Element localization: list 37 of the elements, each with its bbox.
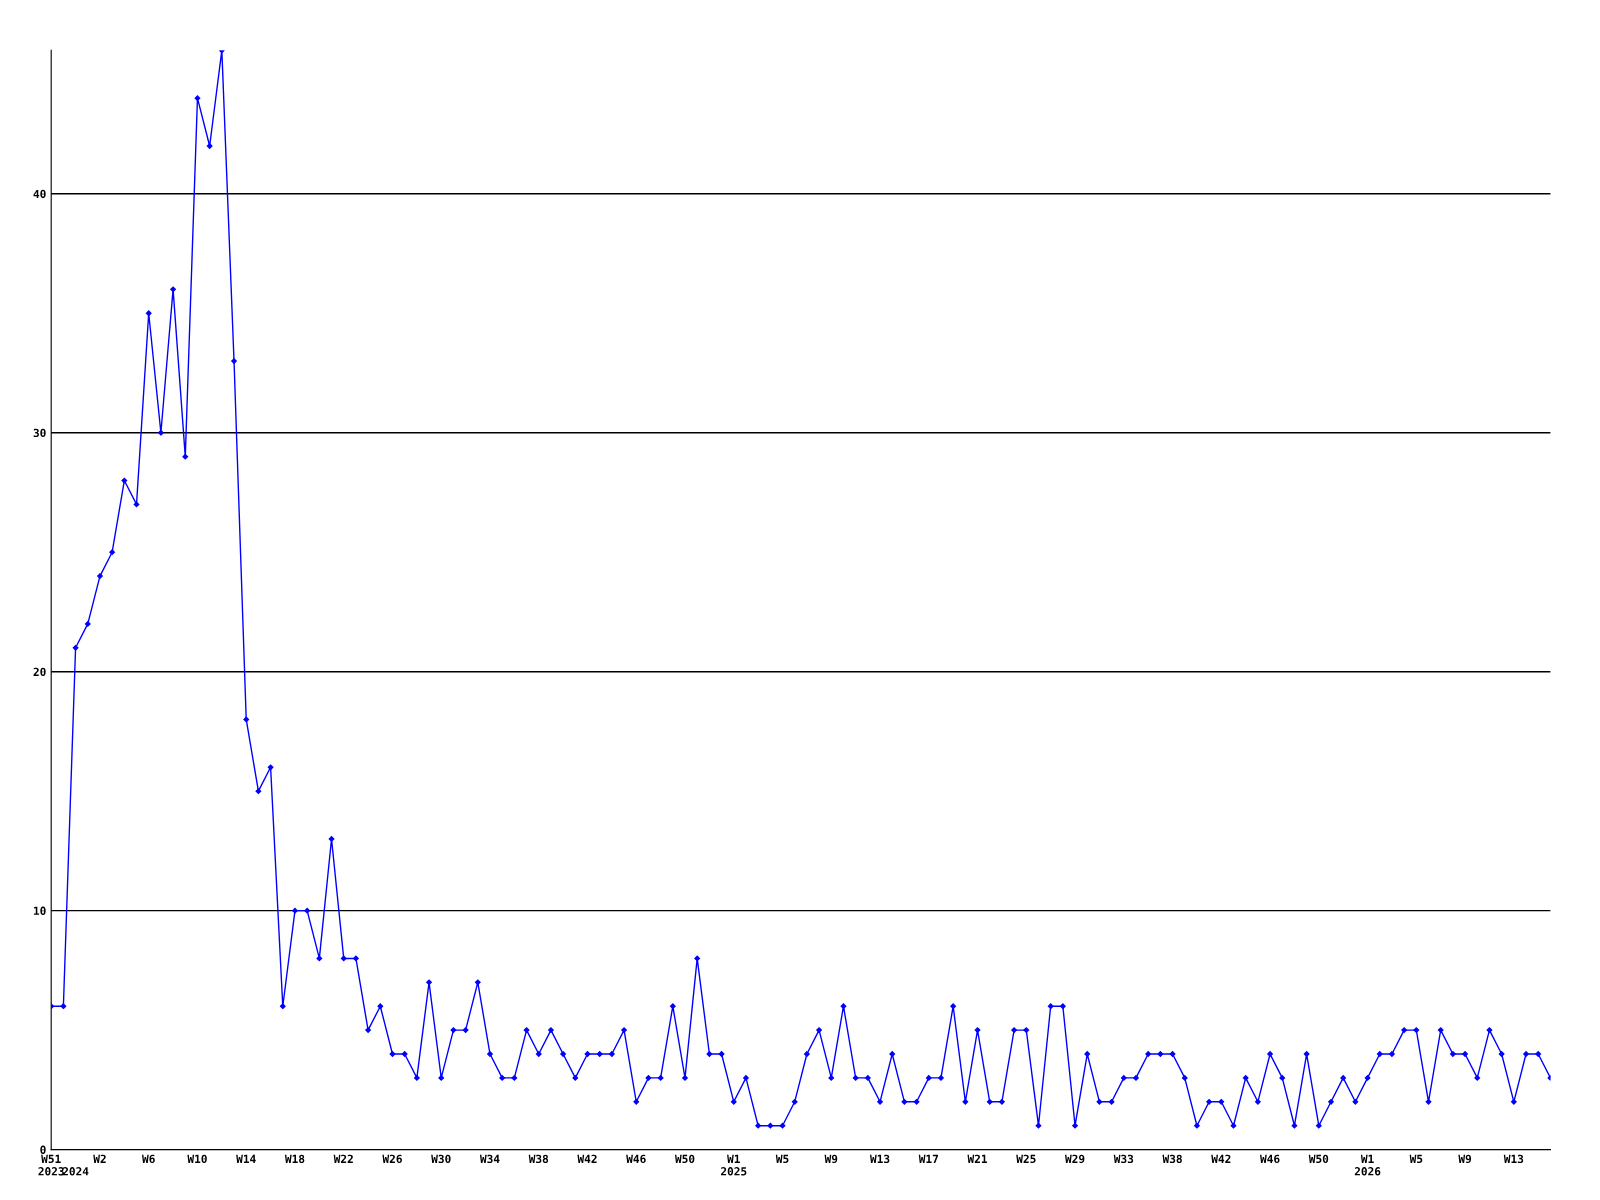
x-tick-label: W33 [1113,1154,1134,1164]
x-tick-label: W18 [284,1154,305,1164]
x-tick-label: W50 [674,1154,695,1164]
x-tick-label: 2024 [62,1167,89,1176]
x-tick-label: W21 [967,1154,988,1163]
x-tick-label: W30 [431,1154,451,1164]
x-tick-label: W14 [236,1154,256,1163]
x-tick-label: W1 2025 [721,1154,747,1176]
x-tick-label: W5 [775,1154,789,1164]
x-tick-label: W42 [577,1154,597,1163]
x-tick-label: W38 [528,1154,549,1164]
x-tick-label: W5 [1409,1154,1423,1164]
x-tick-label: W50 [1308,1154,1329,1164]
x-tick-label: W6 [142,1154,155,1164]
x-tick-label: W17 [918,1154,938,1163]
x-tick-label: W1 2026 [1354,1154,1381,1176]
x-tick-label: W22 [333,1154,353,1163]
x-tick-label: W13 [1503,1154,1524,1164]
x-tick-label: W46 [1260,1154,1280,1164]
x-tick-label: W26 [382,1154,402,1164]
x-tick-label: W13 [869,1154,890,1164]
x-tick-label: W25 [1016,1154,1036,1164]
y-tick-label: 40 [33,189,46,199]
x-tick-label: W51 2023 [38,1154,64,1176]
x-tick-label: W9 [1458,1154,1472,1164]
y-tick-label: 10 [33,906,46,916]
x-tick-label: W2 [93,1154,106,1163]
y-tick-label: 0 [40,1145,46,1154]
y-tick-label: 30 [33,428,46,438]
x-tick-label: W42 [1211,1154,1231,1163]
y-tick-label: 20 [33,667,46,677]
x-tick-label: W38 [1162,1154,1182,1164]
x-tick-label: W34 [479,1154,500,1164]
x-tick-label: W10 [187,1154,207,1164]
x-tick-label: W9 [824,1154,838,1164]
x-tick-label: W46 [626,1154,646,1164]
x-tick-label: W29 [1065,1154,1085,1164]
